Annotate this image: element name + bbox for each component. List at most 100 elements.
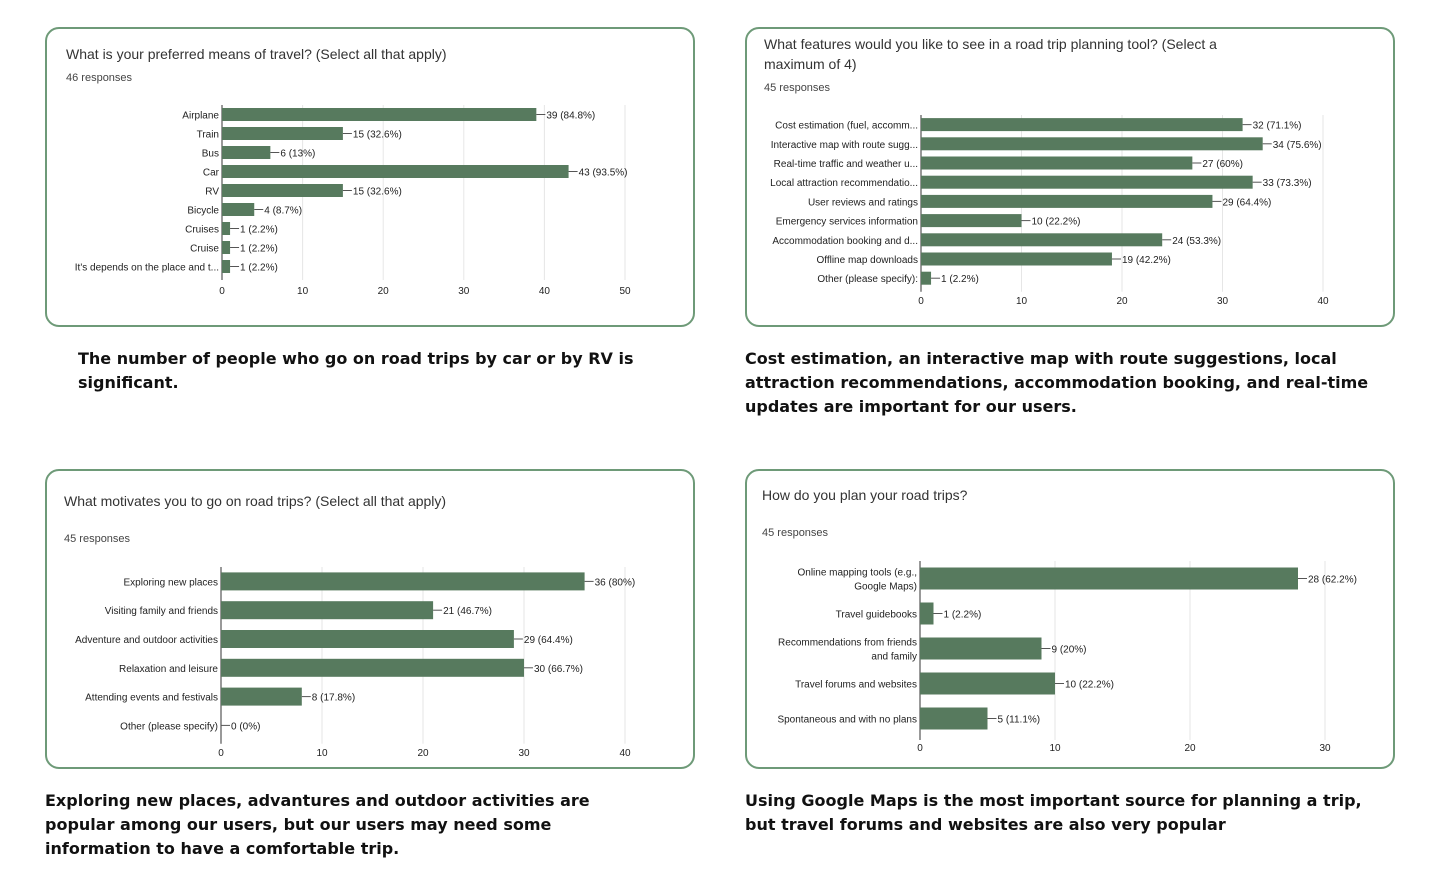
bar xyxy=(221,601,434,620)
category-label: Bus xyxy=(202,149,219,160)
x-tick-label: 20 xyxy=(417,748,429,759)
data-label: 10 (22.2%) xyxy=(1032,217,1081,228)
category-label: Offline map downloads xyxy=(816,255,918,266)
category-label: User reviews and ratings xyxy=(808,197,918,208)
chart-title: What features would you like to see in a… xyxy=(764,36,1217,72)
category-label: Recommendations from friends and family xyxy=(778,638,917,663)
chart-title: What motivates you to go on road trips? … xyxy=(64,493,447,509)
data-label: 33 (73.3%) xyxy=(1263,178,1312,189)
category-label: Interactive map with route sugg... xyxy=(771,140,918,151)
caption-tool-features: Cost estimation, an interactive map with… xyxy=(745,349,1369,416)
bar xyxy=(920,602,934,625)
data-label: 30 (66.7%) xyxy=(534,664,583,675)
category-label: Relaxation and leisure xyxy=(119,664,218,675)
data-label: 28 (62.2%) xyxy=(1308,575,1357,586)
chart-card-travel-means: What is your preferred means of travel? … xyxy=(45,27,695,327)
category-label: Travel guidebooks xyxy=(836,610,917,621)
bar xyxy=(222,260,231,273)
data-label: 29 (64.4%) xyxy=(1222,197,1271,208)
category-label: Adventure and outdoor activities xyxy=(75,635,218,646)
data-label: 32 (71.1%) xyxy=(1253,121,1302,132)
category-label: Cost estimation (fuel, accomm... xyxy=(775,121,918,132)
caption-travel-means: The number of people who go on road trip… xyxy=(78,349,634,392)
data-label: 1 (2.2%) xyxy=(944,610,982,621)
x-tick-label: 10 xyxy=(1016,296,1028,307)
bar xyxy=(222,203,255,216)
category-label: Exploring new places xyxy=(124,577,219,588)
bar xyxy=(221,572,585,591)
bar xyxy=(222,184,343,197)
chart-title: What is your preferred means of travel? … xyxy=(66,46,447,62)
category-label: Spontaneous and with no plans xyxy=(777,715,917,726)
x-tick-label: 40 xyxy=(1317,296,1329,307)
data-label: 21 (46.7%) xyxy=(443,606,492,617)
response-count: 46 responses xyxy=(66,72,133,84)
bar xyxy=(921,252,1112,266)
x-tick-label: 50 xyxy=(619,286,631,297)
bar xyxy=(921,214,1022,228)
data-label: 4 (8.7%) xyxy=(264,206,302,217)
bar xyxy=(221,658,524,677)
data-label: 36 (80%) xyxy=(595,577,636,588)
x-tick-label: 30 xyxy=(1217,296,1229,307)
response-count: 45 responses xyxy=(64,533,131,545)
data-label: 27 (60%) xyxy=(1202,159,1243,170)
bar xyxy=(920,707,988,730)
caption-motivations: Exploring new places, advantures and out… xyxy=(45,791,590,858)
data-label: 10 (22.2%) xyxy=(1065,680,1114,691)
category-label: Online mapping tools (e.g., Google Maps) xyxy=(797,568,917,593)
category-label: Accommodation booking and d... xyxy=(772,236,918,247)
bar xyxy=(920,567,1298,590)
category-label: Train xyxy=(197,130,219,141)
bar xyxy=(221,630,514,648)
caption-trip-planning: Using Google Maps is the most important … xyxy=(745,791,1362,834)
data-label: 15 (32.6%) xyxy=(353,187,402,198)
x-tick-label: 0 xyxy=(917,743,923,754)
x-tick-label: 0 xyxy=(918,296,924,307)
x-tick-label: 20 xyxy=(378,286,390,297)
x-tick-label: 0 xyxy=(218,748,224,759)
x-tick-label: 40 xyxy=(539,286,551,297)
response-count: 45 responses xyxy=(764,82,831,94)
category-label: Cruise xyxy=(190,244,219,255)
data-label: 6 (13%) xyxy=(280,149,315,160)
x-tick-label: 30 xyxy=(458,286,470,297)
bar xyxy=(222,165,569,178)
category-label: RV xyxy=(205,187,219,198)
category-label: It's depends on the place and t... xyxy=(75,263,219,274)
category-label: Other (please specify): xyxy=(817,274,918,285)
category-label: Visiting family and friends xyxy=(105,606,218,617)
category-label: Travel forums and websites xyxy=(795,680,917,691)
data-label: 43 (93.5%) xyxy=(579,168,628,179)
bar xyxy=(222,146,271,159)
x-tick-label: 10 xyxy=(1049,743,1061,754)
data-label: 34 (75.6%) xyxy=(1273,140,1322,151)
data-label: 1 (2.2%) xyxy=(240,263,278,274)
bar xyxy=(921,194,1213,208)
data-label: 8 (17.8%) xyxy=(312,693,355,704)
bar-chart-motivations: 0 10 20 30 40 Exploring new places 36 (80%) Vis… xyxy=(75,567,636,759)
category-label: Attending events and festivals xyxy=(85,693,218,704)
bar xyxy=(222,222,231,235)
category-label: Real-time traffic and weather u... xyxy=(774,159,918,170)
data-label: 0 (0%) xyxy=(231,721,260,732)
data-label: 29 (64.4%) xyxy=(524,635,573,646)
x-tick-label: 30 xyxy=(518,748,530,759)
bar xyxy=(921,233,1163,247)
bar xyxy=(921,175,1253,189)
data-label: 24 (53.3%) xyxy=(1172,236,1221,247)
x-tick-label: 0 xyxy=(219,286,225,297)
category-label: Cruises xyxy=(185,225,219,236)
category-label: Bicycle xyxy=(187,206,219,217)
response-count: 45 responses xyxy=(762,527,829,539)
bar xyxy=(921,156,1193,170)
data-label: 15 (32.6%) xyxy=(353,130,402,141)
category-label: Local attraction recommendatio... xyxy=(770,178,918,189)
data-label: 9 (20%) xyxy=(1052,645,1087,656)
bar xyxy=(921,118,1243,132)
data-label: 19 (42.2%) xyxy=(1122,255,1171,266)
data-label: 1 (2.2%) xyxy=(240,244,278,255)
bar-chart-travel-means: 0 10 20 30 40 50 Airplane 39 (84.8%) Train 15 (32… xyxy=(75,105,631,297)
bar xyxy=(921,137,1263,151)
x-tick-label: 10 xyxy=(297,286,309,297)
